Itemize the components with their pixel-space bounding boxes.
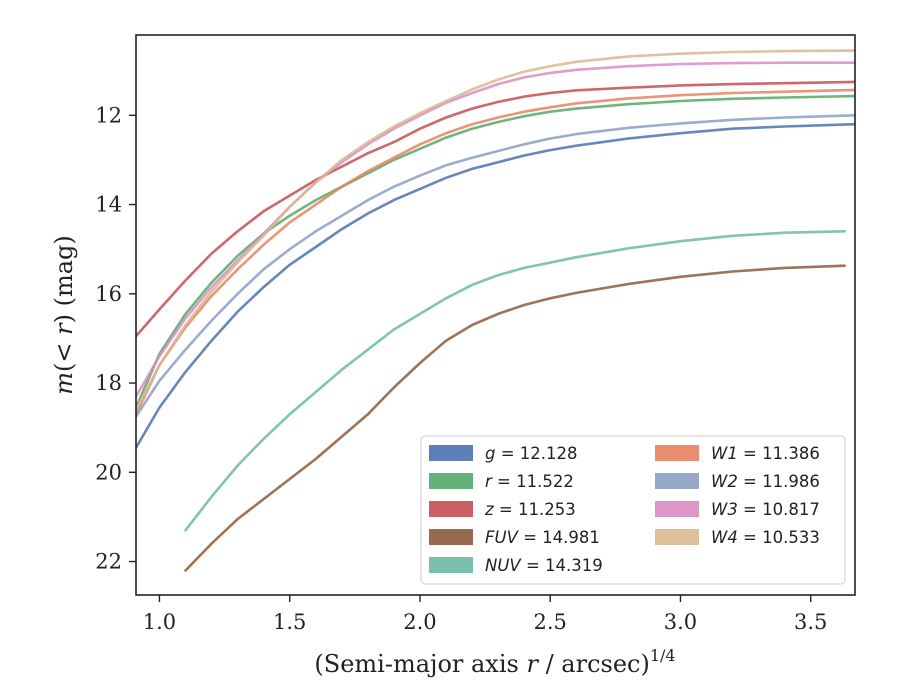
legend-swatch-w3 [655,501,699,517]
series-line-g [136,122,855,450]
legend-box [420,435,846,585]
legend-swatch-w2 [655,473,699,489]
x-tick-label: 3.5 [794,610,827,634]
y-tick-label: 22 [95,550,122,574]
x-tick-label: 2.5 [534,610,567,634]
series-line-nuv [184,230,846,532]
y-axis: 12 14 16 18 20 22 [95,103,136,574]
x-axis: 1.0 1.5 2.0 2.5 3.0 3.5 [143,595,827,634]
legend-label-fuv: FUV = 14.981 [485,528,600,547]
x-tick-label: 3.0 [664,610,697,634]
series-line-z [136,80,855,338]
y-tick-label: 12 [95,103,122,127]
legend-swatch-w4 [655,529,699,545]
series-layer [136,49,855,572]
legend-label-w1: W1 = 11.386 [711,444,820,463]
legend-label-r: r = 11.522 [485,472,574,491]
legend-label-g: g = 12.128 [485,444,578,463]
legend: g = 12.128 r = 11.522 z = 11.253 FUV = 14.9… [420,435,846,585]
y-tick-label: 18 [95,371,122,395]
x-tick-label: 2.0 [403,610,436,634]
series-line-r [136,94,855,409]
legend-swatch-z [429,501,473,517]
legend-label-w3: W3 = 10.817 [711,500,820,519]
series-line-w2 [136,114,855,418]
series-line-w3 [136,61,855,398]
legend-swatch-r [429,473,473,489]
series-line-w4 [136,49,855,412]
x-tick-label: 1.5 [273,610,306,634]
legend-label-w4: W4 = 10.533 [711,528,820,547]
legend-swatch-fuv [429,529,473,545]
legend-label-nuv: NUV = 14.319 [485,556,603,575]
legend-entries: g = 12.128 r = 11.522 z = 11.253 FUV = 14.9… [429,444,820,575]
x-axis-title: (Semi-major axis r / arcsec)1/4 [314,646,675,678]
y-tick-label: 20 [95,460,122,484]
plot-frame [135,34,856,596]
legend-label-w2: W2 = 11.986 [711,472,820,491]
series-line-fuv [184,264,846,572]
legend-swatch-g [429,445,473,461]
legend-swatch-nuv [429,557,473,573]
legend-label-z: z = 11.253 [484,500,576,519]
y-tick-label: 16 [95,282,122,306]
legend-swatch-w1 [655,445,699,461]
y-tick-label: 14 [95,193,122,217]
y-axis-title: m(< r) (mag) [50,235,78,395]
x-tick-label: 1.0 [143,610,176,634]
series-line-w1 [136,88,855,416]
